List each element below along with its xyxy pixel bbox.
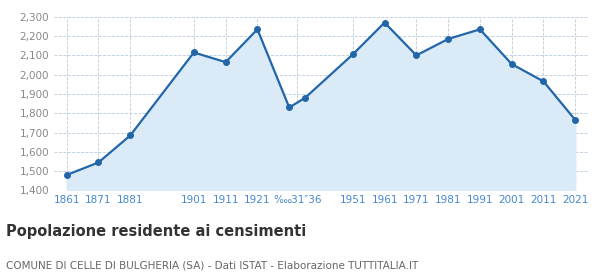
Text: COMUNE DI CELLE DI BULGHERIA (SA) - Dati ISTAT - Elaborazione TUTTITALIA.IT: COMUNE DI CELLE DI BULGHERIA (SA) - Dati… bbox=[6, 260, 418, 270]
Text: Popolazione residente ai censimenti: Popolazione residente ai censimenti bbox=[6, 224, 306, 239]
